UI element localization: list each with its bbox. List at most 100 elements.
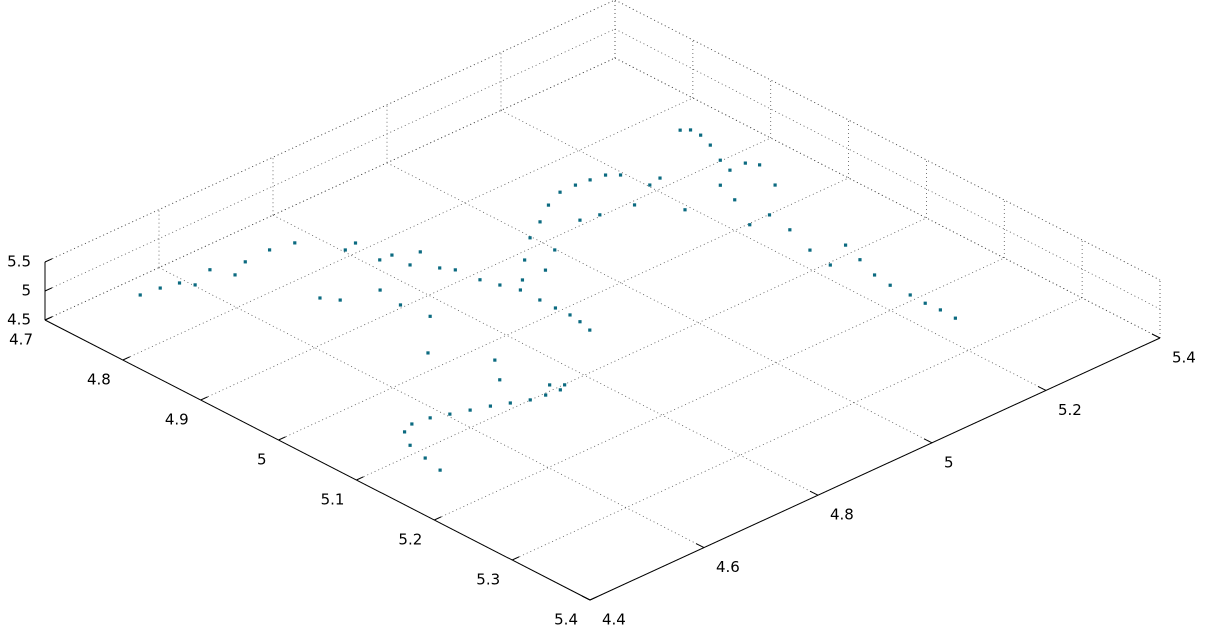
point: [518, 288, 522, 292]
grid-line: [278, 177, 849, 441]
grid-line: [44, 57, 616, 321]
point: [428, 416, 432, 420]
z-tick: [44, 316, 53, 321]
point: [758, 163, 762, 167]
point: [688, 128, 693, 132]
point: [343, 248, 347, 252]
point: [498, 378, 502, 382]
point: [718, 183, 722, 187]
point: [498, 283, 502, 287]
y-tick-label: 5.2: [1058, 401, 1082, 419]
grid-line: [614, 0, 1161, 281]
point: [578, 320, 582, 324]
point: [708, 143, 712, 147]
x-tick-label: 5.3: [476, 571, 500, 589]
x-tick: [278, 436, 286, 441]
z-tick-label: 5: [21, 282, 31, 300]
point: [493, 358, 497, 362]
point: [208, 268, 212, 272]
point: [658, 176, 662, 180]
z-tick: [44, 258, 53, 263]
point: [588, 178, 592, 182]
y-tick-label: 5.4: [1172, 349, 1196, 367]
y-tick-label: 4.4: [602, 611, 626, 629]
point: [548, 383, 552, 387]
point: [402, 430, 407, 434]
point: [558, 190, 562, 194]
x-tick: [589, 596, 598, 601]
grid-line: [511, 297, 1083, 561]
y-tick-label: 5: [944, 453, 954, 471]
grid-line: [614, 28, 1161, 310]
grid-line: [44, 0, 616, 263]
point: [632, 203, 637, 207]
grid-line: [614, 57, 1161, 339]
y-tick: [1151, 333, 1161, 339]
point: [908, 293, 912, 297]
point: [748, 223, 752, 227]
point: [788, 228, 792, 232]
point: [858, 258, 862, 262]
point: [438, 468, 442, 472]
point: [618, 173, 623, 177]
x-tick: [434, 516, 442, 521]
point: [158, 286, 162, 290]
x-tick-label: 4.9: [165, 411, 189, 429]
point: [828, 263, 832, 267]
grid-line: [434, 257, 1005, 521]
grid-line: [158, 267, 705, 548]
z-tick-label: 5.5: [7, 253, 31, 271]
point: [378, 258, 382, 262]
y-tick: [809, 490, 819, 496]
point: [378, 288, 382, 292]
z-tick-label: 4.5: [7, 311, 31, 329]
y-tick: [581, 595, 591, 601]
point: [872, 273, 877, 277]
point: [438, 266, 442, 270]
point: [318, 296, 322, 300]
grid-line: [500, 110, 1047, 391]
x-tick-label: 5: [257, 451, 267, 469]
point: [546, 203, 551, 207]
grid-line: [356, 217, 927, 481]
point: [418, 250, 422, 254]
x-tick-label: 4.8: [87, 371, 111, 389]
point: [353, 241, 358, 245]
point: [733, 198, 737, 202]
z-tick: [44, 287, 53, 292]
point: [683, 208, 687, 212]
point: [508, 401, 512, 405]
point: [243, 260, 247, 264]
grid-line: [272, 214, 819, 496]
point: [408, 443, 412, 447]
point: [543, 268, 548, 272]
point: [423, 456, 427, 460]
point: [678, 128, 682, 132]
point: [478, 278, 482, 282]
x-axis: [44, 319, 591, 601]
point: [553, 306, 558, 310]
point: [953, 316, 957, 320]
point: [448, 412, 452, 416]
point: [563, 383, 567, 387]
x-tick: [511, 556, 520, 561]
y-axis: [589, 337, 1161, 601]
grid-line: [44, 57, 616, 321]
point: [603, 173, 608, 177]
grid-line: [200, 137, 771, 401]
point: [538, 298, 542, 302]
point: [398, 303, 403, 307]
x-tick-label: 5.2: [398, 531, 422, 549]
point: [453, 268, 457, 272]
point: [558, 388, 562, 392]
point: [728, 168, 732, 172]
point: [410, 422, 414, 426]
grid-line: [44, 28, 616, 292]
x-tick: [122, 356, 131, 361]
point: [193, 283, 197, 287]
x-tick-label: 5.4: [554, 611, 578, 629]
point: [699, 133, 703, 137]
x-tick-label: 5.1: [321, 491, 345, 509]
point: [843, 243, 848, 247]
